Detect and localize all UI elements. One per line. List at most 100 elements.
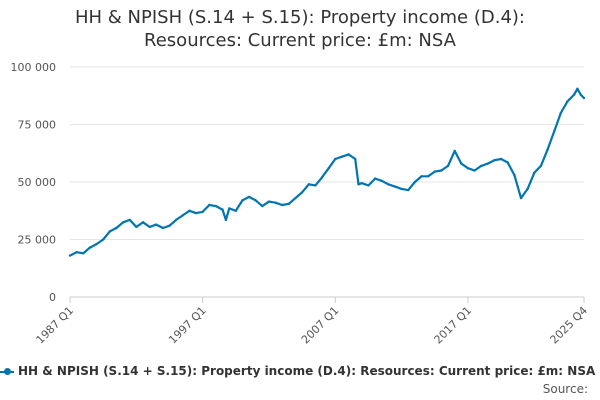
data-point[interactable] — [506, 161, 509, 164]
data-point[interactable] — [168, 224, 171, 227]
data-point[interactable] — [559, 111, 562, 115]
data-point[interactable] — [446, 164, 450, 168]
data-point[interactable] — [155, 223, 158, 226]
data-point[interactable] — [174, 218, 178, 222]
data-point[interactable] — [566, 100, 569, 103]
data-point[interactable] — [121, 221, 125, 224]
data-point[interactable] — [347, 153, 350, 156]
data-point[interactable] — [413, 180, 417, 184]
y-tick-label: 25 000 — [18, 234, 57, 247]
data-point[interactable] — [546, 148, 549, 151]
data-point[interactable] — [261, 204, 264, 208]
chart-title: HH & NPISH (S.14 + S.15): Property incom… — [0, 6, 600, 52]
y-tick-label: 75 000 — [18, 119, 57, 132]
data-point[interactable] — [214, 204, 218, 208]
data-point[interactable] — [526, 187, 529, 191]
data-point[interactable] — [68, 254, 72, 257]
data-point[interactable] — [582, 96, 586, 100]
data-point[interactable] — [161, 226, 165, 230]
data-point[interactable] — [314, 184, 317, 187]
x-tick-label: 2017 Q1 — [432, 304, 475, 347]
data-point[interactable] — [539, 164, 543, 168]
data-point[interactable] — [553, 130, 556, 133]
data-point[interactable] — [340, 155, 344, 158]
data-point[interactable] — [579, 93, 582, 96]
data-point[interactable] — [572, 93, 576, 96]
data-point[interactable] — [357, 183, 360, 186]
data-point[interactable] — [327, 167, 330, 170]
data-point[interactable] — [115, 226, 118, 230]
data-point[interactable] — [360, 182, 363, 185]
data-point[interactable] — [201, 210, 204, 214]
series-line[interactable] — [69, 87, 585, 257]
data-point[interactable] — [387, 183, 390, 186]
chart-title-line-2: Resources: Current price: £m: NSA — [144, 30, 456, 51]
y-tick-label: 100 000 — [11, 61, 57, 74]
data-point[interactable] — [407, 188, 410, 192]
x-tick-label: 2025 Q4 — [548, 304, 591, 347]
data-point[interactable] — [393, 185, 397, 188]
data-point[interactable] — [300, 191, 304, 194]
data-point[interactable] — [533, 171, 536, 174]
data-point[interactable] — [188, 209, 191, 212]
source-label: Source: — [542, 382, 588, 396]
data-point[interactable] — [128, 218, 131, 222]
data-point[interactable] — [480, 164, 483, 168]
data-point[interactable] — [294, 196, 297, 200]
data-point[interactable] — [354, 157, 357, 161]
data-point[interactable] — [287, 202, 291, 205]
data-point[interactable] — [460, 162, 463, 165]
data-point[interactable] — [148, 225, 151, 229]
legend[interactable]: HH & NPISH (S.14 + S.15): Property incom… — [0, 362, 600, 382]
data-point[interactable] — [241, 199, 244, 202]
data-point[interactable] — [281, 203, 284, 207]
data-point[interactable] — [576, 87, 579, 91]
gridlines — [70, 66, 584, 298]
data-point[interactable] — [373, 177, 377, 180]
data-point[interactable] — [400, 187, 403, 191]
data-point[interactable] — [466, 167, 470, 170]
data-point[interactable] — [420, 175, 423, 178]
data-point[interactable] — [486, 162, 489, 165]
data-point[interactable] — [247, 195, 251, 199]
data-point[interactable] — [320, 176, 324, 179]
series-group — [68, 87, 586, 257]
data-point[interactable] — [367, 184, 370, 187]
data-point[interactable] — [513, 173, 516, 177]
data-point[interactable] — [228, 207, 231, 210]
data-point[interactable] — [88, 246, 92, 249]
data-point[interactable] — [254, 199, 257, 202]
data-point[interactable] — [224, 218, 228, 222]
data-point[interactable] — [141, 221, 145, 224]
data-point[interactable] — [95, 242, 98, 246]
y-tick-label: 0 — [49, 291, 56, 304]
data-point[interactable] — [493, 159, 496, 162]
x-tick-label: 1987 Q1 — [34, 304, 77, 347]
data-point[interactable] — [221, 208, 224, 211]
data-point[interactable] — [519, 196, 523, 200]
data-point[interactable] — [274, 201, 277, 204]
data-point[interactable] — [108, 230, 112, 233]
data-point[interactable] — [208, 203, 211, 207]
data-point[interactable] — [307, 183, 310, 186]
data-point[interactable] — [234, 209, 237, 212]
data-point[interactable] — [267, 200, 271, 203]
x-tick-label: 2007 Q1 — [299, 304, 342, 347]
data-point[interactable] — [499, 157, 503, 161]
data-point[interactable] — [102, 238, 105, 241]
data-point[interactable] — [194, 211, 198, 215]
data-point[interactable] — [433, 170, 436, 173]
data-point[interactable] — [135, 225, 138, 229]
legend-label: HH & NPISH (S.14 + S.15): Property incom… — [18, 364, 596, 378]
data-point[interactable] — [82, 252, 85, 255]
x-tick-label: 1997 Q1 — [166, 304, 209, 347]
data-point[interactable] — [334, 157, 337, 161]
data-point[interactable] — [453, 149, 456, 153]
data-point[interactable] — [75, 251, 78, 254]
data-point[interactable] — [380, 179, 383, 182]
data-point[interactable] — [426, 175, 430, 178]
data-point[interactable] — [473, 169, 476, 172]
data-point[interactable] — [181, 214, 184, 217]
data-point[interactable] — [440, 169, 443, 172]
